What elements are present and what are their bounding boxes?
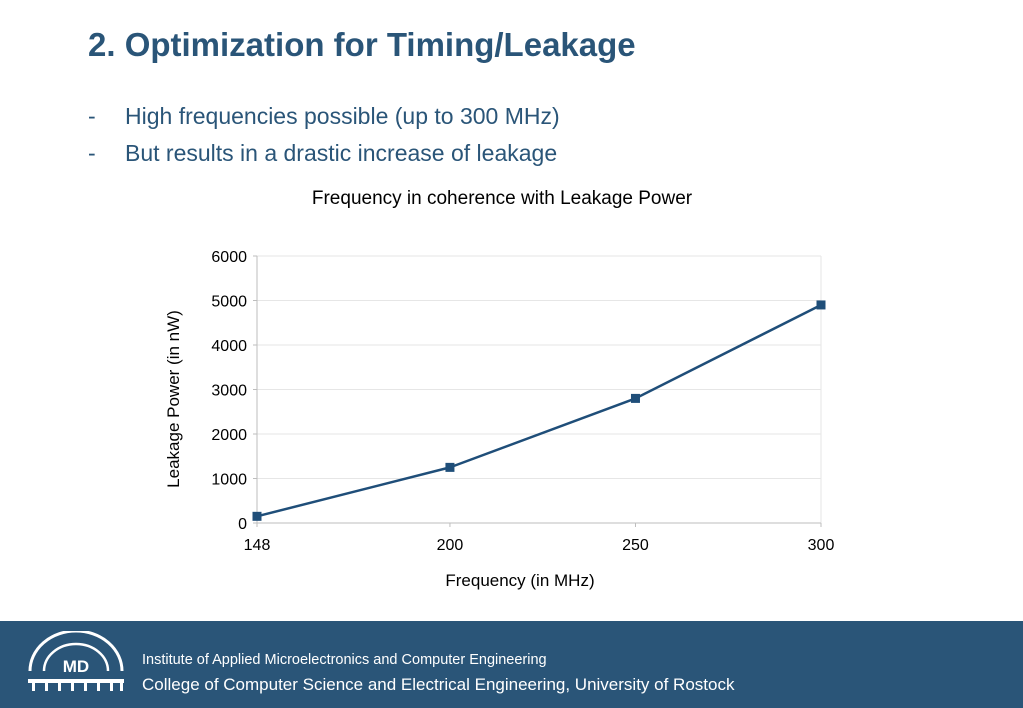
logo-text: MD	[63, 657, 89, 676]
bullet-marker: -	[88, 103, 96, 129]
slide-title: 2. Optimization for Timing/Leakage	[88, 26, 636, 63]
footer-bar: MD Institute of Applied Microelectronics…	[0, 621, 1023, 708]
bullet-item: - But results in a drastic increase of le…	[88, 135, 560, 172]
bullet-text: High frequencies possible (up to 300 MHz…	[125, 103, 560, 129]
institute-logo-icon: MD	[28, 631, 124, 691]
x-tick-label: 148	[244, 537, 271, 554]
data-point-marker	[630, 393, 640, 403]
bullet-list: - High frequencies possible (up to 300 MH…	[88, 98, 560, 172]
data-point-marker	[816, 300, 826, 310]
data-point-marker	[252, 511, 262, 521]
x-tick-label: 300	[808, 537, 835, 554]
chart-title: Frequency in coherence with Leakage Powe…	[312, 188, 693, 209]
y-tick-label: 0	[238, 516, 247, 533]
x-tick-label: 200	[437, 537, 464, 554]
college-name: College of Computer Science and Electric…	[142, 675, 735, 694]
x-axis-title: Frequency (in MHz)	[445, 571, 594, 590]
chart-tick-labels: 0 1000 2000 3000 4000 5000 6000 148 200 250 300	[211, 249, 834, 554]
y-tick-label: 6000	[211, 249, 247, 266]
chart-series	[252, 300, 826, 521]
data-point-marker	[445, 462, 455, 472]
chart-axes	[253, 255, 822, 527]
y-tick-label: 2000	[211, 427, 247, 444]
bullet-marker: -	[88, 140, 96, 166]
y-tick-label: 4000	[211, 338, 247, 355]
y-tick-label: 5000	[211, 294, 247, 311]
bullet-item: - High frequencies possible (up to 300 MH…	[88, 98, 560, 135]
leakage-line-chart: Frequency in coherence with Leakage Powe…	[164, 188, 834, 590]
chart-grid	[257, 255, 822, 523]
bullet-text: But results in a drastic increase of lea…	[125, 140, 558, 166]
institute-name: Institute of Applied Microelectronics an…	[142, 652, 547, 668]
y-tick-label: 1000	[211, 472, 247, 489]
y-tick-label: 3000	[211, 383, 247, 400]
y-axis-title: Leakage Power (in nW)	[164, 310, 183, 488]
series-line	[256, 303, 822, 518]
x-tick-label: 250	[622, 537, 649, 554]
